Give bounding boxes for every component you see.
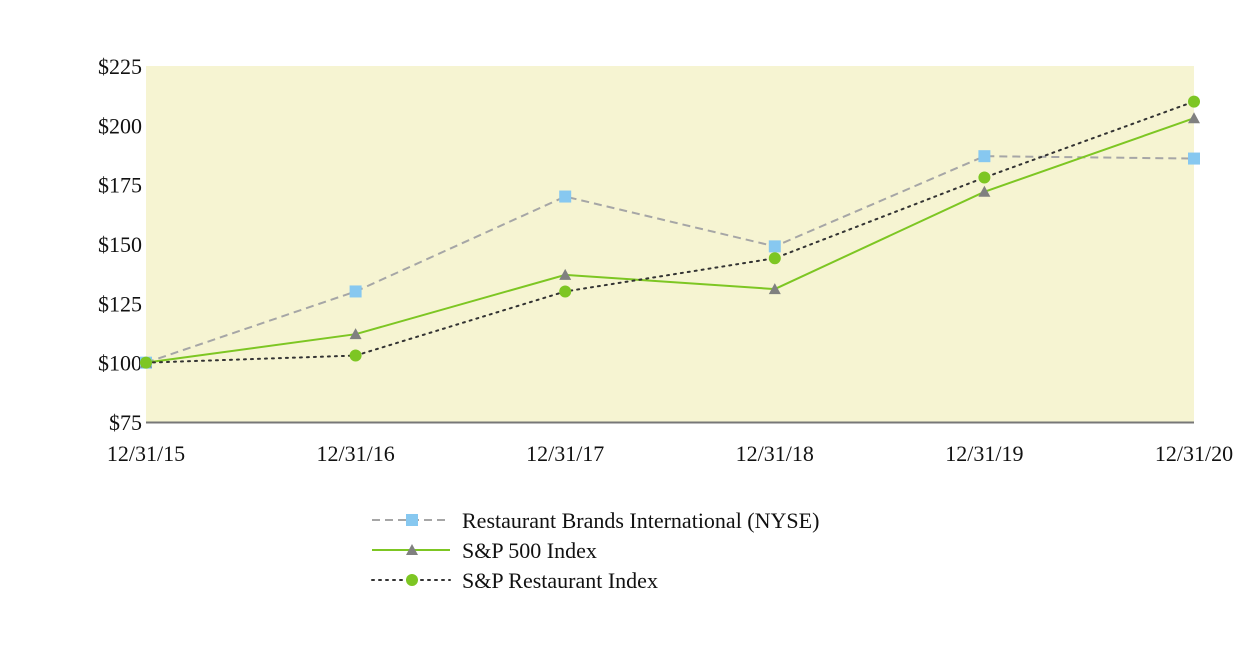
data-point	[768, 240, 781, 253]
legend-label: S&P Restaurant Index	[462, 568, 658, 593]
y-tick-label: $100	[98, 351, 142, 376]
legend-item: S&P Restaurant Index	[371, 568, 658, 593]
legend: Restaurant Brands International (NYSE) S&…	[371, 508, 819, 593]
plot-background	[146, 66, 1194, 422]
data-point	[1188, 95, 1200, 108]
series-line	[145, 117, 1195, 364]
legend-item: S&P 500 Index	[372, 538, 597, 563]
series-3	[140, 95, 1200, 369]
data-point	[349, 328, 362, 340]
legend-marker	[406, 574, 418, 586]
data-point	[349, 349, 362, 362]
x-tick-label: 12/31/19	[945, 441, 1023, 466]
data-point	[559, 190, 572, 203]
x-tick-label: 12/31/18	[736, 441, 814, 466]
x-axis: 12/31/15 12/31/16 12/31/17 12/31/18 12/31/19…	[107, 441, 1233, 466]
data-point	[768, 252, 781, 265]
y-axis: $75 $100 $125 $150 $175 $200 $225	[98, 54, 142, 435]
legend-label: S&P 500 Index	[462, 538, 597, 563]
series-layer	[140, 95, 1200, 369]
x-tick-label: 12/31/16	[316, 441, 394, 466]
y-tick-label: $150	[98, 232, 142, 257]
legend-marker	[406, 514, 418, 526]
data-point	[1188, 152, 1200, 165]
y-tick-label: $175	[98, 173, 142, 198]
legend-item: Restaurant Brands International (NYSE)	[372, 508, 819, 533]
data-point	[140, 356, 152, 369]
x-tick-label: 12/31/17	[526, 441, 604, 466]
y-tick-label: $200	[98, 113, 142, 138]
series-line	[145, 155, 1195, 364]
y-tick-label: $225	[98, 54, 142, 79]
data-point	[559, 285, 572, 298]
x-tick-label: 12/31/20	[1155, 441, 1233, 466]
data-point	[768, 283, 781, 295]
data-point	[978, 150, 991, 163]
legend-marker	[406, 544, 418, 555]
data-point	[1188, 112, 1200, 124]
data-point	[978, 185, 991, 197]
data-point	[978, 171, 991, 184]
y-tick-label: $75	[109, 410, 142, 435]
data-point	[349, 285, 362, 298]
y-tick-label: $125	[98, 291, 142, 316]
data-point	[559, 268, 572, 280]
x-tick-label: 12/31/15	[107, 441, 185, 466]
series-line	[145, 100, 1195, 364]
legend-label: Restaurant Brands International (NYSE)	[462, 508, 819, 533]
